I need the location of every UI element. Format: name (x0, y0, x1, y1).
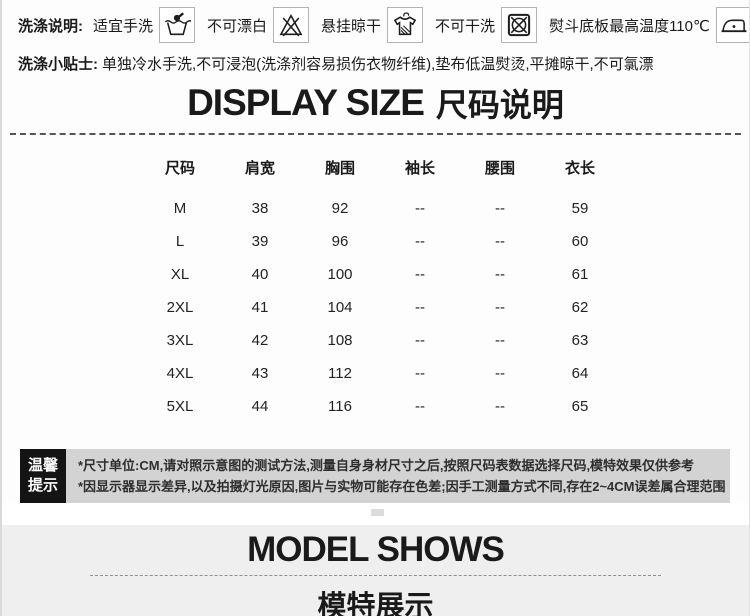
size-col-header: 袖长 (404, 160, 435, 177)
size-cell: 2XL (166, 299, 194, 316)
size-col-header: 腰围 (484, 160, 515, 177)
size-row-l: L 39 96 -- -- 60 (140, 225, 620, 258)
size-cell: 59 (571, 200, 589, 217)
wash-item-hand-wash: 适宜手洗 (93, 7, 196, 43)
wash-item-label: 悬挂晾干 (321, 17, 382, 35)
size-title-en: DISPLAY SIZE (187, 82, 425, 123)
hand-wash-icon (159, 7, 196, 43)
dashed-divider (10, 133, 741, 135)
size-cell: -- (495, 299, 505, 316)
size-cell: 60 (571, 233, 589, 250)
dashed-divider-inset (90, 575, 661, 576)
size-cell: 108 (327, 332, 353, 349)
size-cell: -- (415, 233, 425, 250)
model-shows-title-cn: 模特展示 (317, 591, 434, 616)
size-title-cn: 尺码说明 (435, 87, 564, 123)
warm-notice-badge: 温馨 提示 (20, 449, 66, 503)
size-cell: 41 (251, 299, 269, 316)
size-table-header-row: 尺码 肩宽 胸围 袖长 腰围 衣长 (140, 151, 620, 192)
size-cell: 116 (328, 398, 352, 415)
size-row-3xl: 3XL 42 108 -- -- 63 (140, 324, 620, 357)
size-cell: -- (415, 200, 425, 217)
model-shows-title-en: MODEL SHOWS (247, 530, 505, 569)
size-cell: -- (495, 365, 505, 382)
size-cell: 5XL (166, 398, 194, 415)
size-row-xl: XL 40 100 -- -- 61 (140, 258, 620, 291)
wash-item-label: 适宜手洗 (93, 17, 154, 35)
warm-notice-line: *因显示器显示差异,以及拍摄灯光原因,图片与实物可能存在色差;因手工测量方式不同… (78, 479, 726, 494)
wash-item-label: 不可干洗 (435, 17, 496, 35)
wash-item-label: 熨斗底板最高温度110℃ (549, 17, 710, 35)
size-row-m: M 38 92 -- -- 59 (140, 192, 620, 225)
size-cell: 40 (251, 266, 269, 283)
wash-tips-label: 洗涤小贴士: (18, 56, 98, 73)
size-cell: 112 (328, 365, 352, 382)
wash-instructions-label: 洗涤说明: (18, 17, 83, 35)
size-table: 尺码 肩宽 胸围 袖长 腰围 衣长 M 38 92 -- -- 59 L 39 … (140, 151, 620, 423)
size-cell: 96 (331, 233, 349, 250)
no-bleach-icon (273, 7, 310, 43)
warm-notice-badge-line2: 提示 (27, 477, 58, 494)
wash-instructions-row: 洗涤说明: 适宜手洗 不可漂白 (2, 0, 749, 46)
size-cell: -- (495, 266, 505, 283)
size-cell: -- (415, 299, 425, 316)
size-cell: -- (495, 398, 505, 415)
size-col-header: 尺码 (164, 160, 195, 177)
wash-tips-row: 洗涤小贴士: 单独冷水手洗,不可浸泡(洗涤剂容易损伤衣物纤维),垫布低温熨烫,平摊… (18, 53, 749, 74)
size-row-2xl: 2XL 41 104 -- -- 62 (140, 291, 620, 324)
size-col-header: 肩宽 (244, 160, 275, 177)
wash-item-iron-temp: 熨斗底板最高温度110℃ (549, 7, 749, 43)
size-row-5xl: 5XL 44 116 -- -- 65 (140, 390, 620, 423)
model-shows-section: MODEL SHOWS 模特展示 (2, 525, 749, 616)
size-section-title: DISPLAY SIZE 尺码说明 (2, 82, 749, 124)
section-gap (2, 503, 749, 525)
iron-low-temp-icon (715, 7, 749, 43)
size-col-header: 胸围 (324, 160, 355, 177)
size-cell: -- (495, 233, 505, 250)
size-cell: 63 (571, 332, 589, 349)
wash-tips-text: 单独冷水手洗,不可浸泡(洗涤剂容易损伤衣物纤维),垫布低温熨烫,平摊晾干,不可氯… (102, 56, 654, 73)
size-cell: -- (415, 365, 425, 382)
hang-dry-icon (387, 7, 424, 43)
size-cell: 3XL (166, 332, 194, 349)
size-cell: -- (495, 200, 505, 217)
size-row-4xl: 4XL 43 112 -- -- 64 (140, 357, 620, 390)
warm-notice-badge-line1: 温馨 (27, 457, 58, 474)
size-cell: XL (170, 266, 190, 283)
size-cell: 42 (251, 332, 269, 349)
size-cell: 64 (571, 365, 589, 382)
size-cell: -- (415, 266, 425, 283)
wash-item-no-dry-clean: 不可干洗 (435, 7, 538, 43)
size-cell: -- (415, 332, 425, 349)
wash-item-label: 不可漂白 (207, 17, 268, 35)
size-cell: 43 (251, 365, 269, 382)
size-cell: -- (495, 332, 505, 349)
size-cell: 104 (327, 299, 353, 316)
size-cell: 100 (327, 266, 353, 283)
size-cell: 62 (571, 299, 589, 316)
warm-notice: 温馨 提示 *尺寸单位:CM,请对照示意图的测试方法,测量自身身材尺寸之后,按照… (20, 449, 749, 503)
size-cell: 65 (571, 398, 589, 415)
size-cell: -- (415, 398, 425, 415)
size-cell: M (173, 200, 187, 217)
wash-item-hang-dry: 悬挂晾干 (321, 7, 424, 43)
size-cell: 61 (571, 266, 589, 283)
size-cell: 4XL (166, 365, 194, 382)
size-cell: L (175, 233, 185, 250)
section-notch (371, 509, 384, 516)
size-cell: 38 (251, 200, 269, 217)
size-cell: 44 (251, 398, 269, 415)
size-cell: 39 (251, 233, 269, 250)
warm-notice-body: *尺寸单位:CM,请对照示意图的测试方法,测量自身身材尺寸之后,按照尺码表数据选… (66, 449, 730, 503)
no-dry-clean-icon (501, 7, 538, 43)
size-cell: 92 (331, 200, 349, 217)
size-col-header: 衣长 (564, 160, 595, 177)
warm-notice-line: *尺寸单位:CM,请对照示意图的测试方法,测量自身身材尺寸之后,按照尺码表数据选… (78, 458, 695, 473)
wash-item-no-bleach: 不可漂白 (207, 7, 310, 43)
